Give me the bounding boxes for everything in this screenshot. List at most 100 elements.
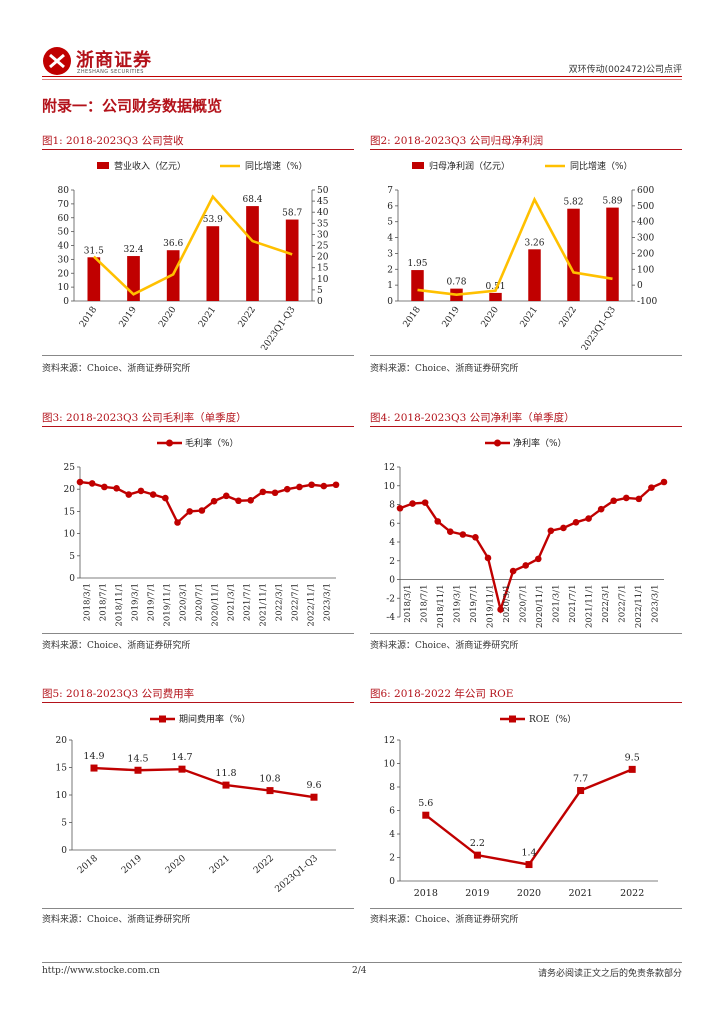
left-tick-label: 12 <box>384 463 395 473</box>
x-tick-label: 2023/3/1 <box>650 585 660 623</box>
right-tick-label: 200 <box>637 249 654 259</box>
left-tick-label: 10 <box>64 530 76 540</box>
x-tick-label: 2019/7/1 <box>147 583 157 621</box>
x-tick-label: 2020 <box>164 853 188 876</box>
x-tick-label: 2019 <box>441 305 462 330</box>
left-tick-label: 7 <box>387 186 393 196</box>
data-point <box>113 485 120 492</box>
legend-label: 毛利率（%） <box>185 437 239 449</box>
left-tick-label: 60 <box>58 214 70 224</box>
x-tick-label: 2022 <box>558 305 579 329</box>
right-tick-label: 20 <box>317 253 329 263</box>
x-tick-label: 2018/11/1 <box>436 585 446 629</box>
data-point <box>628 765 636 773</box>
report-tag: 双环传动(002472)公司点评 <box>568 65 682 75</box>
left-tick-label: 15 <box>56 764 68 774</box>
left-tick-label: 10 <box>384 482 396 492</box>
legend-label: ROE（%） <box>529 714 576 725</box>
data-point <box>76 478 84 486</box>
fig2-source: 资料来源：Choice、浙商证券研究所 <box>370 364 519 374</box>
data-label: 14.7 <box>171 752 192 763</box>
right-tick-label: 500 <box>637 202 654 212</box>
data-point <box>497 606 504 613</box>
x-tick-label: 2021 <box>208 854 232 876</box>
data-point <box>572 519 580 526</box>
bar <box>489 292 502 301</box>
data-label: 1.4 <box>521 848 536 859</box>
right-tick-label: 50 <box>317 186 329 196</box>
x-tick-label: 2019/3/1 <box>131 583 141 621</box>
data-point <box>421 499 429 506</box>
x-tick-label: 2020/7/1 <box>195 583 205 621</box>
right-tick-label: 400 <box>637 218 654 228</box>
x-tick-label: 2020 <box>157 305 178 330</box>
data-label: 36.6 <box>163 239 183 249</box>
footer-url[interactable]: http://www.stocke.com.cn <box>42 966 160 976</box>
x-tick-label: 2022/3/1 <box>275 583 285 621</box>
x-tick-label: 2018/3/1 <box>403 585 413 623</box>
fig1-source: 资料来源：Choice、浙商证券研究所 <box>42 364 191 374</box>
x-tick-label: 2019/3/1 <box>452 585 462 623</box>
data-point <box>178 765 186 773</box>
right-tick-label: 45 <box>317 197 329 207</box>
x-tick-label: 2021 <box>519 305 540 329</box>
legend-line-label: 同比增速（%） <box>245 160 308 172</box>
x-tick-label: 2021/7/1 <box>243 583 253 621</box>
legend-marker <box>494 439 501 447</box>
left-tick-label: 2 <box>387 265 393 275</box>
section-title: 附录一：公司财务数据概览 <box>42 97 223 115</box>
data-label: 1.95 <box>407 259 427 269</box>
data-point <box>635 495 643 503</box>
data-point <box>459 531 467 538</box>
series-line <box>79 480 337 525</box>
header-rule-thin <box>42 79 682 80</box>
right-tick-label: 35 <box>317 219 329 229</box>
left-tick-label: 1 <box>387 281 393 291</box>
data-point <box>90 764 98 772</box>
left-tick-label: 20 <box>58 269 70 279</box>
series-line <box>399 480 665 614</box>
fig6-chart: 0 2 4 6 8 10 12 ROE（%） 5.6 2.2 1.4 7.7 9.5 2018 2019 20… <box>384 714 658 899</box>
data-point <box>266 787 274 795</box>
fig4-source: 资料来源：Choice、浙商证券研究所 <box>370 641 519 651</box>
fig3-source: 资料来源：Choice、浙商证券研究所 <box>42 641 191 651</box>
x-tick-label: 2018 <box>402 305 423 330</box>
data-point <box>522 562 530 569</box>
x-tick-label: 2023Q1-Q3 <box>580 305 618 350</box>
left-tick-label: 2 <box>389 854 395 864</box>
legend-bar-label: 营业收入（亿元） <box>114 160 186 172</box>
left-tick-label: 0 <box>69 574 75 584</box>
legend-bar-swatch <box>412 162 424 169</box>
right-tick-label: 10 <box>317 275 329 285</box>
fig5-rule <box>42 702 354 703</box>
header-rule <box>42 76 682 77</box>
left-tick-label: 0 <box>389 576 395 586</box>
x-tick-label: 2023Q1-Q3 <box>274 853 321 894</box>
data-label: 3.26 <box>524 238 544 248</box>
x-tick-label: 2018/7/1 <box>99 583 109 621</box>
data-label: 53.9 <box>203 215 223 225</box>
x-tick-label: 2019 <box>118 305 139 330</box>
data-point <box>547 527 555 535</box>
fig5-src-rule <box>42 908 354 909</box>
x-tick-label: 2021/3/1 <box>227 583 237 621</box>
fig1-rule <box>42 149 354 150</box>
data-point <box>125 491 133 498</box>
data-label: 5.82 <box>563 198 583 208</box>
footer-rule <box>42 962 682 963</box>
data-point <box>186 508 194 515</box>
left-tick-label: 2 <box>389 557 395 567</box>
left-tick-label: 0 <box>61 846 67 856</box>
data-point <box>396 504 404 512</box>
data-label: 68.4 <box>242 195 262 205</box>
left-tick-label: 8 <box>389 501 395 511</box>
data-point <box>222 492 230 500</box>
data-label: 31.5 <box>84 246 104 256</box>
data-point <box>308 481 315 489</box>
bar <box>606 207 619 301</box>
left-tick-label: 5 <box>387 218 393 228</box>
data-point <box>222 781 230 789</box>
x-tick-label: 2019/11/1 <box>163 583 173 627</box>
x-tick-label: 2023/3/1 <box>323 583 333 621</box>
data-point <box>577 787 585 795</box>
